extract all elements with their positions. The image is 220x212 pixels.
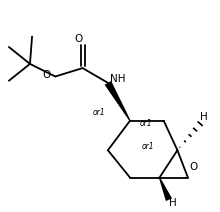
Text: O: O (189, 162, 197, 172)
Text: O: O (43, 70, 51, 81)
Text: or1: or1 (142, 142, 154, 151)
Text: H: H (200, 112, 208, 121)
Polygon shape (105, 81, 130, 121)
Text: or1: or1 (139, 119, 152, 128)
Text: NH: NH (110, 74, 125, 84)
Text: or1: or1 (93, 108, 106, 117)
Polygon shape (159, 177, 172, 201)
Text: O: O (74, 34, 82, 44)
Text: H: H (169, 198, 177, 208)
